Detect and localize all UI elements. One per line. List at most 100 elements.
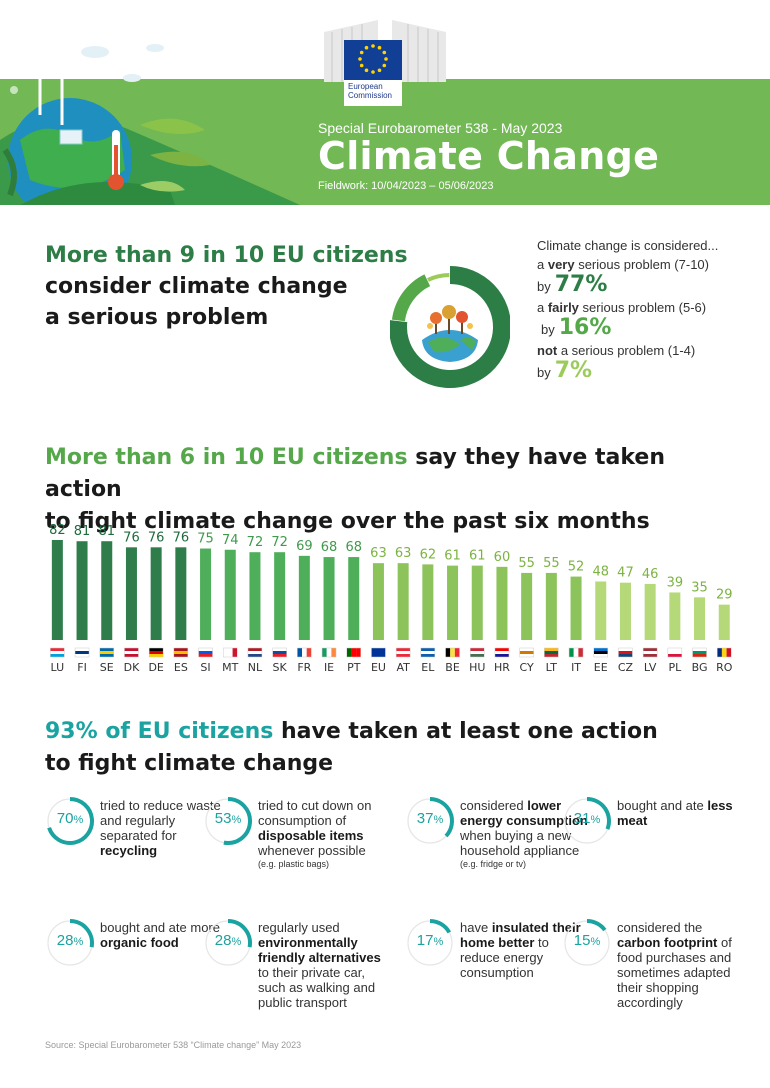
bar — [51, 540, 63, 640]
ring-fill — [69, 919, 94, 948]
action-percent: 31% — [562, 810, 612, 827]
ring-fill — [227, 919, 252, 948]
action-item: 31% bought and ate less meat — [562, 796, 742, 916]
country-tick-label: AT — [396, 661, 410, 674]
action-text: bought and ate — [617, 798, 708, 813]
bar — [669, 592, 681, 640]
action-text: tried to reduce waste and regularly sepa… — [100, 798, 221, 843]
stat-percent: 77% — [554, 272, 608, 297]
action-item: 28% bought and ate more organic food — [45, 918, 225, 1038]
bar — [175, 547, 187, 640]
bar — [76, 541, 88, 640]
action-highlight: insulated their home better — [460, 920, 581, 950]
action-text-end: when buying a new household appliance — [460, 828, 580, 858]
stat-value-row: by 77% — [537, 272, 762, 297]
action-description: considered the carbon footprint of food … — [617, 920, 745, 1010]
section1-headline-line3: a serious problem — [45, 305, 269, 330]
bar — [496, 566, 508, 640]
action-highlight: recycling — [100, 843, 158, 858]
country-flag-icon — [395, 647, 411, 658]
logo-line-1: European — [348, 82, 383, 91]
action-percent-symbol: % — [433, 936, 444, 948]
action-text-end: whenever possible — [258, 843, 366, 858]
action-text: have — [460, 920, 492, 935]
bar — [694, 597, 706, 640]
bar-value-label: 61 — [444, 549, 461, 564]
ec-logo-text: European Commission — [348, 82, 392, 100]
bar-value-label: 35 — [691, 580, 708, 595]
action-progress-ring — [47, 797, 94, 845]
bar-value-label: 68 — [321, 540, 338, 555]
bar-value-label: 81 — [74, 524, 91, 539]
stat-label-emphasis: fairly — [547, 300, 579, 315]
header: European Commission Special Eurobaromete… — [0, 0, 770, 210]
bar — [372, 563, 384, 640]
action-percent-number: 53 — [214, 810, 232, 827]
action-percent-number: 15 — [573, 932, 591, 949]
country-flag-icon — [470, 647, 485, 658]
section1-stats: Climate change is considered... a very s… — [537, 238, 762, 383]
action-text-end: of food purchases and sometimes adapted … — [617, 935, 732, 1010]
bar-value-label: 68 — [345, 540, 362, 555]
country-tick-label: CZ — [618, 661, 634, 674]
section3-headline-highlight: 93% of EU citizens — [45, 719, 274, 744]
survey-label: Special Eurobarometer 538 - May 2023 — [318, 120, 563, 136]
stat-label-prefix: a — [537, 257, 548, 272]
country-flag-icon — [198, 647, 213, 658]
stats-intro: Climate change is considered... — [537, 238, 719, 253]
bar — [644, 583, 656, 640]
ring-fill — [586, 797, 611, 830]
bar — [298, 555, 310, 640]
section3-headline-line2: to fight climate change — [45, 751, 334, 776]
stat-percent: 16% — [558, 315, 612, 340]
stat-value-row: by 16% — [541, 315, 762, 340]
country-tick-label: NL — [248, 661, 263, 674]
bar-value-label: 76 — [123, 530, 140, 545]
country-flag-icon — [272, 647, 287, 658]
action-percent-symbol: % — [590, 936, 601, 948]
action-text: tried to cut down on consumption of — [258, 798, 372, 828]
bar — [718, 604, 730, 640]
action-item: 37% considered lower energy consumption w… — [405, 796, 588, 916]
action-note: (e.g. fridge or tv) — [460, 859, 527, 869]
section2-headline-line2: to fight climate change over the past si… — [45, 509, 650, 534]
donut-segment — [427, 273, 450, 282]
stat-by: by — [537, 365, 551, 380]
action-progress-ring — [407, 797, 454, 844]
action-text-end: to reduce energy consumption — [460, 935, 549, 980]
stat-label-suffix: serious problem (7-10) — [574, 257, 709, 272]
country-flag-icon — [618, 647, 633, 658]
country-tick-label: BE — [445, 661, 460, 674]
action-percent: 17% — [405, 932, 455, 949]
country-flag-icon — [692, 647, 707, 658]
country-tick-label: EL — [421, 661, 435, 674]
country-tick-label: EE — [594, 661, 608, 674]
bar — [422, 564, 434, 640]
country-tick-label: HU — [469, 661, 485, 674]
section2-headline-rest: say they have taken action — [45, 445, 665, 502]
bar-value-label: 48 — [592, 564, 609, 579]
action-percent: 28% — [203, 932, 253, 949]
bar-value-label: 46 — [642, 567, 659, 582]
bar-value-label: 82 — [49, 523, 66, 538]
country-flag-icon — [544, 647, 559, 658]
action-percent: 28% — [45, 932, 95, 949]
country-flag-icon — [371, 647, 386, 658]
country-flag-icon — [124, 647, 139, 658]
country-tick-label: SE — [100, 661, 114, 674]
country-flag-icon — [99, 647, 114, 658]
bar — [619, 582, 631, 640]
action-percent-symbol: % — [433, 814, 444, 826]
action-progress-ring — [47, 919, 94, 966]
bar — [521, 572, 533, 640]
ring-fill — [586, 919, 607, 932]
bar — [471, 565, 483, 640]
country-tick-label: IE — [324, 661, 334, 674]
action-percent: 37% — [405, 810, 455, 827]
planet-icon — [422, 305, 478, 362]
bar-value-label: 74 — [222, 533, 239, 548]
action-item: 28% regularly used environmentally friend… — [203, 918, 383, 1038]
country-flag-icon — [717, 647, 732, 658]
bar-value-label: 62 — [420, 547, 437, 562]
country-tick-label: HR — [494, 661, 510, 674]
